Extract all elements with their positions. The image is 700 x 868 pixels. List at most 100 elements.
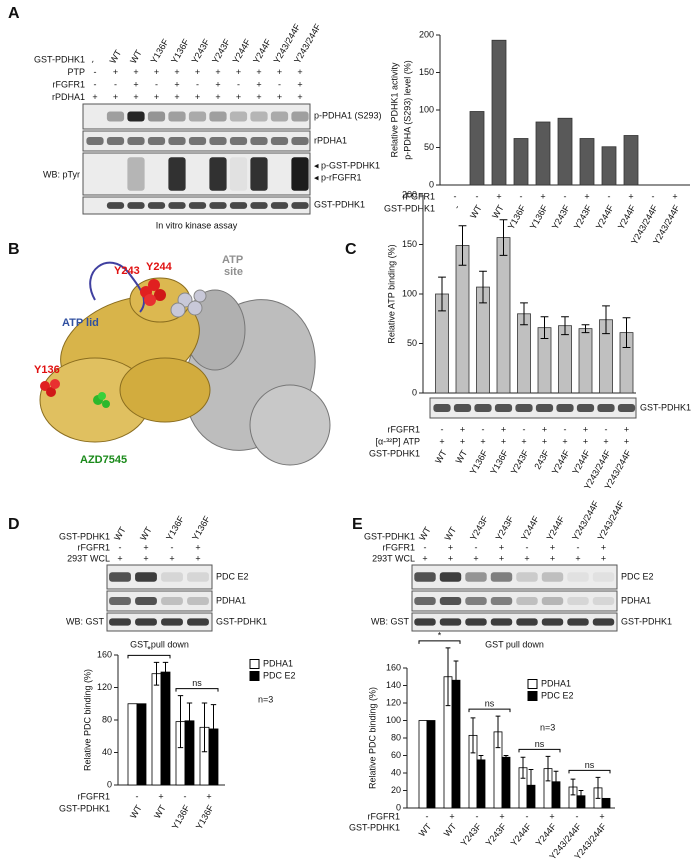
band	[567, 618, 589, 626]
error-bar	[622, 317, 631, 348]
significance-label: *	[147, 645, 151, 655]
lane-label: Y136F	[149, 37, 171, 65]
lane-label: Y243F	[494, 514, 516, 542]
blot-caption: GST pull down	[130, 639, 189, 649]
band	[567, 572, 589, 582]
blot-box	[411, 590, 618, 612]
x-tick-label: -	[452, 203, 462, 211]
bar	[513, 138, 529, 186]
band	[515, 404, 533, 412]
band-label: GST-PDHK1	[621, 616, 672, 626]
x-tick-label: Y243F	[459, 821, 484, 848]
row-sign: +	[501, 436, 506, 446]
row-sign: +	[624, 424, 629, 434]
band-label: GST-PDHK1	[640, 402, 691, 412]
band	[209, 202, 227, 209]
blot-box	[106, 590, 213, 612]
error-bar	[186, 702, 193, 740]
row-sign: -	[564, 424, 567, 434]
y-axis-label: Relative PDC binding (%)	[82, 669, 92, 771]
lane-sign: +	[473, 553, 478, 563]
row-sign: +	[672, 191, 677, 201]
row-label: rFGFR1	[368, 811, 401, 821]
band	[147, 137, 166, 145]
lane-label: Y136F	[164, 514, 186, 542]
y-axis-label: Relative PDHK1 activity	[389, 62, 399, 158]
lane-label: Y244F	[519, 514, 541, 542]
band	[465, 618, 487, 626]
band	[161, 572, 183, 582]
band	[161, 597, 183, 605]
row-sign: +	[603, 436, 608, 446]
row-label: rFGFR1	[78, 791, 111, 801]
lane-label: Y244F	[545, 514, 567, 542]
lane-sign: -	[155, 79, 158, 89]
x-tick-label: WT	[433, 448, 449, 466]
y-tick-label: 160	[97, 649, 112, 659]
row-sign: -	[564, 191, 567, 201]
error-bar	[153, 661, 160, 686]
row-sign: +	[542, 436, 547, 446]
band-label: GST-PDHK1	[314, 199, 365, 209]
band	[229, 111, 248, 122]
residue-label: Y243	[114, 265, 140, 277]
row-sign: +	[584, 191, 589, 201]
blot-box	[106, 612, 213, 632]
band	[439, 618, 462, 626]
row-sign: +	[460, 424, 465, 434]
x-tick-label: WT	[152, 803, 168, 821]
row-label: 293T WCL	[67, 553, 110, 563]
band	[291, 157, 309, 191]
row-sign: +	[624, 436, 629, 446]
legend-label: PDC E2	[541, 690, 574, 700]
y-axis-label: p-PDHA (S293) level (%)	[402, 60, 412, 160]
row-sign: +	[496, 191, 501, 201]
error-bar	[499, 219, 508, 256]
row-label: GST-PDHK1	[34, 54, 85, 64]
band	[250, 157, 268, 191]
y-tick-label: 120	[386, 697, 401, 707]
error-bar	[595, 776, 601, 799]
lane-label: Y136F	[190, 514, 212, 542]
band	[576, 404, 595, 412]
bar	[601, 146, 617, 186]
band	[188, 111, 207, 122]
lane-sign: -	[237, 79, 240, 89]
band	[106, 111, 125, 122]
x-tick-label: Y136F	[488, 448, 510, 476]
error-bar	[520, 756, 526, 779]
x-tick-label: WT	[442, 821, 459, 839]
lane-label: WT	[108, 48, 124, 66]
lane-label: WT	[443, 525, 459, 543]
band	[541, 618, 564, 626]
band	[270, 111, 289, 122]
blot-box	[82, 152, 311, 196]
lane-sign: -	[526, 542, 529, 552]
bar	[151, 673, 162, 786]
row-label: PTP	[67, 67, 85, 77]
band	[147, 111, 166, 122]
lane-sign: -	[278, 79, 281, 89]
band	[106, 137, 125, 145]
lane-sign: -	[94, 67, 97, 77]
band	[127, 137, 145, 145]
band-label: ◂ p-rFGFR1	[314, 172, 362, 182]
lane-sign: -	[196, 79, 199, 89]
error-bar	[495, 715, 501, 749]
y-tick-label: 100	[386, 715, 401, 725]
panel-label: A	[8, 5, 20, 22]
band	[474, 404, 492, 412]
band	[86, 137, 104, 145]
error-bar	[453, 660, 459, 700]
legend-swatch	[527, 691, 538, 701]
lane-sign: +	[256, 79, 261, 89]
y-tick-label: 0	[429, 179, 434, 189]
band	[541, 572, 564, 582]
row-sign: -	[576, 811, 579, 821]
x-tick-label: Y136F	[170, 803, 192, 831]
band	[414, 572, 436, 582]
lane-sign: +	[195, 553, 200, 563]
band	[229, 157, 248, 191]
band-label: p-PDHA1 (S293)	[314, 110, 382, 120]
band	[465, 597, 487, 605]
